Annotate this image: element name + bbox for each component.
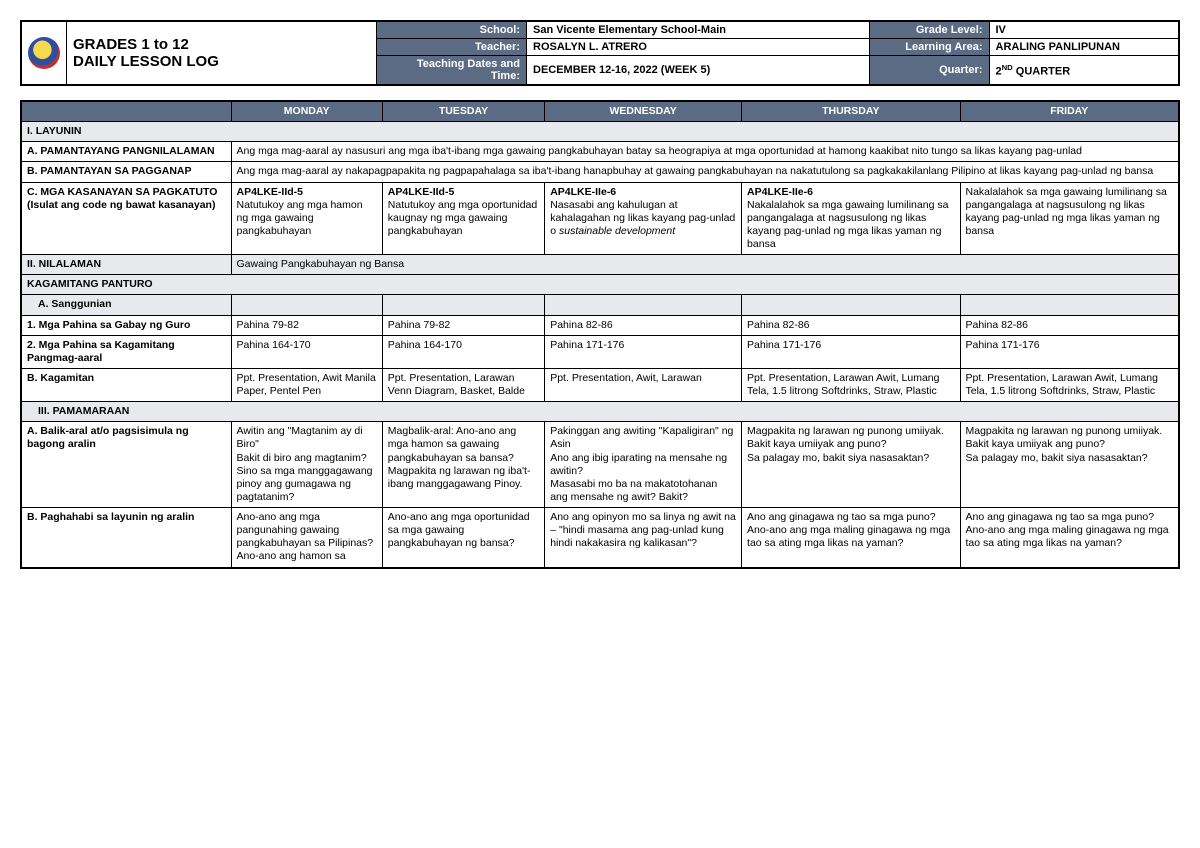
row-c-mon: AP4LKE-IId-5Natutukoy ang mga hamon ng m… [231, 182, 382, 255]
lbl-quarter: Quarter: [869, 56, 989, 86]
rowbalik-wed: Pakinggan ang awiting "Kapaligiran" ng A… [545, 422, 742, 508]
rowbalik-fri: Magpakita ng larawan ng punong umiiyak.B… [960, 422, 1179, 508]
header-title: GRADES 1 to 12 DAILY LESSON LOG [67, 21, 377, 85]
row-a-text: Ang mga mag-aaral ay nasusuri ang mga ib… [231, 142, 1179, 162]
lesson-plan-table: MONDAY TUESDAY WEDNESDAY THURSDAY FRIDAY… [20, 100, 1180, 569]
rowkag-wed: Ppt. Presentation, Awit, Larawan [545, 368, 742, 401]
lesson-log-header: GRADES 1 to 12 DAILY LESSON LOG School: … [20, 20, 1180, 86]
rowbalik-thu: Magpakita ng larawan ng punong umiiyak.B… [742, 422, 960, 508]
rowbalik-mon: Awitin ang "Magtanim ay di Biro"Bakit di… [231, 422, 382, 508]
row1-tue: Pahina 79-82 [382, 315, 544, 335]
rowpag-wed: Ano ang opinyon mo sa linya ng awit na –… [545, 508, 742, 568]
val-teacher: ROSALYN L. ATRERO [527, 39, 870, 56]
rowpag-mon: Ano-ano ang mga pangunahing gawaing pang… [231, 508, 382, 568]
lbl-school: School: [377, 21, 527, 39]
rowkag-tue: Ppt. Presentation, Larawan Venn Diagram,… [382, 368, 544, 401]
row2-wed: Pahina 171-176 [545, 335, 742, 368]
day-fri: FRIDAY [960, 101, 1179, 122]
row1-mon: Pahina 79-82 [231, 315, 382, 335]
rowkag-fri: Ppt. Presentation, Larawan Awit, Lumang … [960, 368, 1179, 401]
val-grade: IV [989, 21, 1179, 39]
lbl-dates: Teaching Dates andTime: [377, 56, 527, 86]
row2-mon: Pahina 164-170 [231, 335, 382, 368]
row-c-label: C. MGA KASANAYAN SA PAGKATUTO (Isulat an… [21, 182, 231, 255]
day-thu: THURSDAY [742, 101, 960, 122]
logo-cell [21, 21, 67, 85]
rowpag-tue: Ano-ano ang mga oportunidad sa mga gawai… [382, 508, 544, 568]
rowkag-thu: Ppt. Presentation, Larawan Awit, Lumang … [742, 368, 960, 401]
row-b-text: Ang mga mag-aaral ay nakapagpapakita ng … [231, 162, 1179, 182]
nilalaman-text: Gawaing Pangkabuhayan ng Bansa [231, 255, 1179, 275]
val-dates: DECEMBER 12-16, 2022 (WEEK 5) [527, 56, 870, 86]
rowpag-thu: Ano ang ginagawa ng tao sa mga puno?Ano-… [742, 508, 960, 568]
title-line1: GRADES 1 to 12 [73, 36, 189, 53]
rowpag-label: B. Paghahabi sa layunin ng aralin [21, 508, 231, 568]
day-wed: WEDNESDAY [545, 101, 742, 122]
rowpag-fri: Ano ang ginagawa ng tao sa mga puno?Ano-… [960, 508, 1179, 568]
section-layunin: I. LAYUNIN [21, 122, 1179, 142]
row2-thu: Pahina 171-176 [742, 335, 960, 368]
lbl-grade: Grade Level: [869, 21, 989, 39]
kagamitang-panturo: KAGAMITANG PANTURO [21, 275, 1179, 295]
row-c-thu: AP4LKE-IIe-6Nakalalahok sa mga gawaing l… [742, 182, 960, 255]
row2-fri: Pahina 171-176 [960, 335, 1179, 368]
sanggunian: A. Sanggunian [21, 295, 231, 315]
val-area: ARALING PANLIPUNAN [989, 39, 1179, 56]
row1-fri: Pahina 82-86 [960, 315, 1179, 335]
rowkag-mon: Ppt. Presentation, Awit Manila Paper, Pe… [231, 368, 382, 401]
deped-logo-icon [28, 37, 60, 69]
lbl-teacher: Teacher: [377, 39, 527, 56]
day-tue: TUESDAY [382, 101, 544, 122]
row-a-label: A. PAMANTAYANG PANGNILALAMAN [21, 142, 231, 162]
row2-label: 2. Mga Pahina sa Kagamitang Pangmag-aara… [21, 335, 231, 368]
day-mon: MONDAY [231, 101, 382, 122]
corner-blank [21, 101, 231, 122]
row2-tue: Pahina 164-170 [382, 335, 544, 368]
row1-wed: Pahina 82-86 [545, 315, 742, 335]
section-nilalaman: II. NILALAMAN [21, 255, 231, 275]
section-pamamaraan: III. PAMAMARAAN [21, 402, 1179, 422]
row1-label: 1. Mga Pahina sa Gabay ng Guro [21, 315, 231, 335]
val-school: San Vicente Elementary School-Main [527, 21, 870, 39]
row-b-label: B. PAMANTAYAN SA PAGGANAP [21, 162, 231, 182]
row-c-fri: Nakalalahok sa mga gawaing lumilinang sa… [960, 182, 1179, 255]
rowbalik-tue: Magbalik-aral: Ano-ano ang mga hamon sa … [382, 422, 544, 508]
rowbalik-label: A. Balik-aral at/o pagsisimula ng bagong… [21, 422, 231, 508]
row-c-tue: AP4LKE-IId-5Natutukoy ang mga oportunida… [382, 182, 544, 255]
title-line2: DAILY LESSON LOG [73, 53, 219, 70]
row-c-wed: AP4LKE-IIe-6Nasasabi ang kahulugan at ka… [545, 182, 742, 255]
rowkag-label: B. Kagamitan [21, 368, 231, 401]
lbl-area: Learning Area: [869, 39, 989, 56]
row1-thu: Pahina 82-86 [742, 315, 960, 335]
val-quarter: 2ND QUARTER [989, 56, 1179, 86]
